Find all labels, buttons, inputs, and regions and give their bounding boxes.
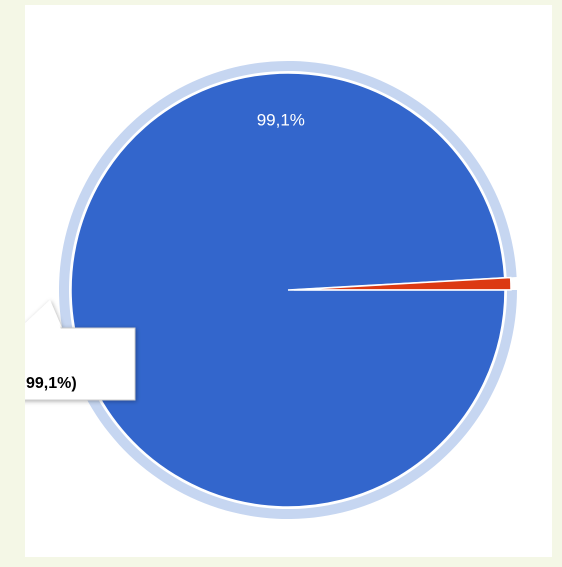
- pie: 99,1%: [59, 60, 518, 519]
- slice: [70, 72, 506, 508]
- tooltip-text: 99,1%): [26, 375, 77, 392]
- tooltip-box: [25, 327, 136, 401]
- slice-label: 99,1%: [257, 110, 305, 129]
- tooltip-pointer-fill: [25, 302, 61, 329]
- slice: [293, 276, 512, 291]
- tooltip: 99,1%): [25, 300, 136, 401]
